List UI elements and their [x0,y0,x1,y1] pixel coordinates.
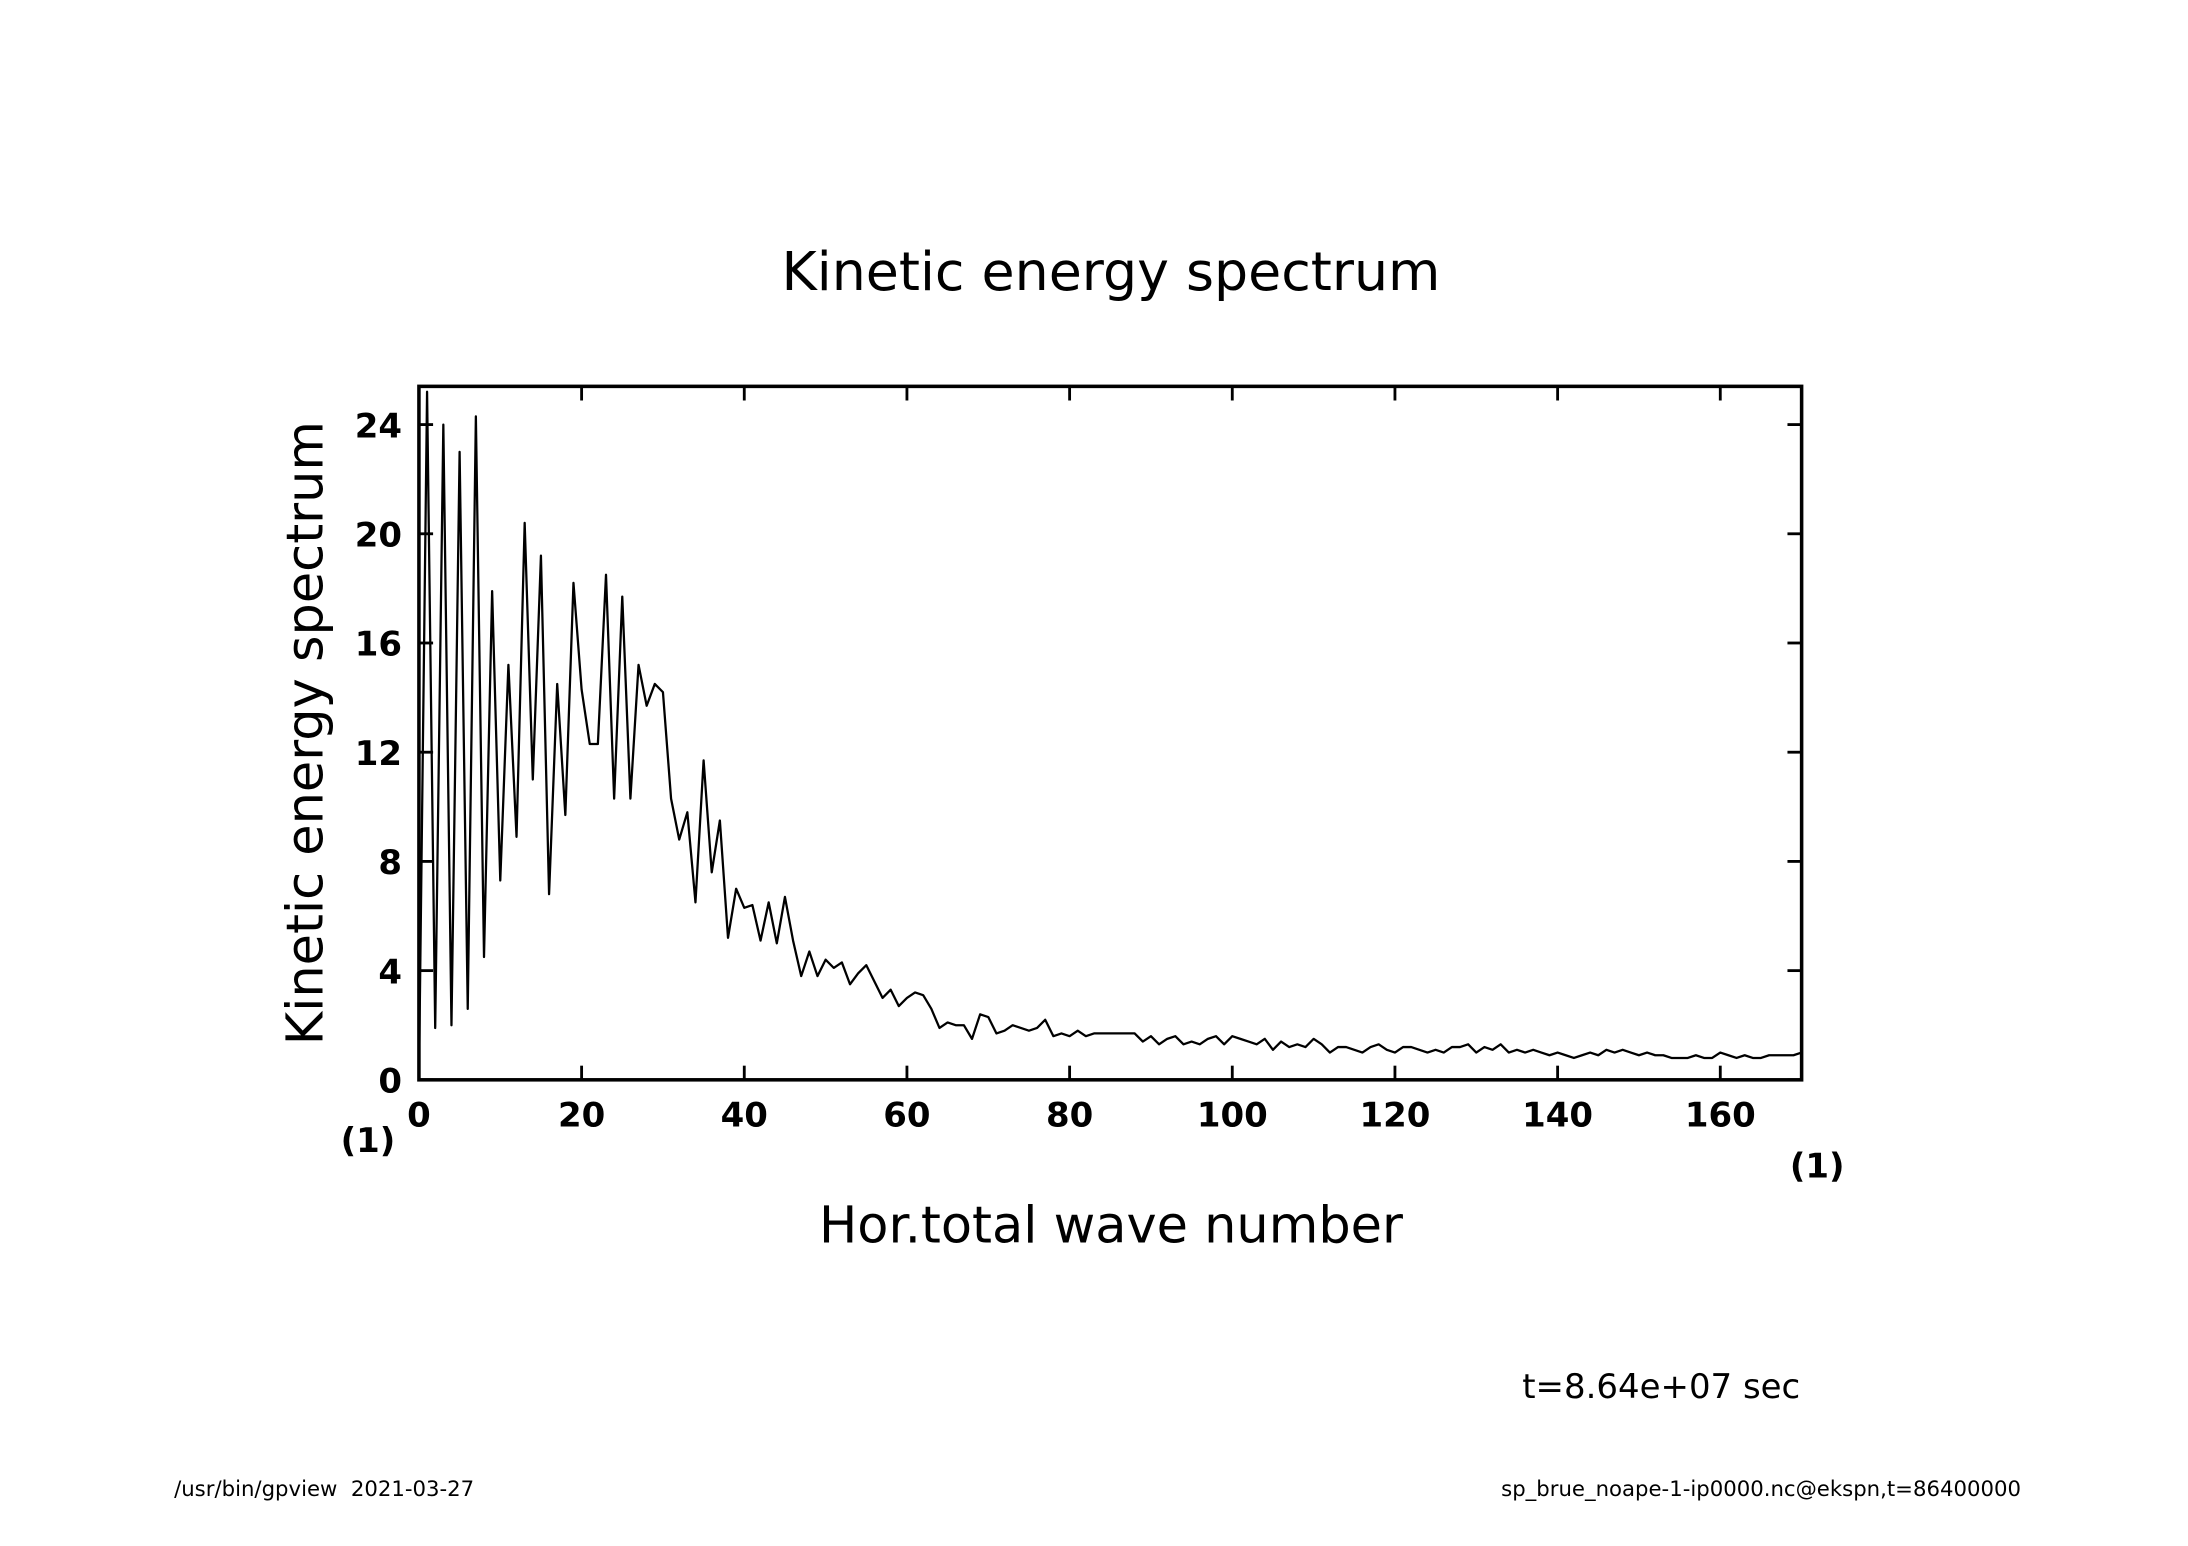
x-tick-label: 80 [1046,1096,1093,1136]
y-tick-label: 20 [355,516,402,556]
x-tick-label: 160 [1685,1096,1756,1136]
x-axis-label: Hor.total wave number [819,1197,1403,1256]
plot-frame [417,384,1804,1082]
x-tick-label: 40 [721,1096,768,1136]
y-axis-label: Kinetic energy spectrum [277,421,336,1045]
footer-right: sp_brue_noape-1-ip0000.nc@ekspn,t=864000… [1501,1477,2021,1502]
chart-title: Kinetic energy spectrum [782,240,1441,303]
y-unit: (1) [341,1121,396,1161]
y-tick-label: 0 [378,1062,402,1102]
x-tick-label: 60 [883,1096,930,1136]
x-unit: (1) [1790,1146,1845,1186]
x-tick-label: 140 [1522,1096,1593,1136]
y-tick-label: 8 [378,843,402,883]
y-tick-label: 4 [378,952,402,992]
x-tick-label: 20 [558,1096,605,1136]
x-tick-label: 120 [1360,1096,1431,1136]
data-line [417,390,1802,1080]
footer-left: /usr/bin/gpview 2021-03-27 [174,1477,474,1502]
y-tick-label: 12 [355,734,402,774]
y-tick-label: 24 [355,406,402,446]
y-tick-label: 16 [355,625,402,665]
x-tick-label: 0 [407,1096,431,1136]
x-tick-label: 100 [1197,1096,1268,1136]
time-note: t=8.64e+07 sec [1522,1367,1800,1407]
